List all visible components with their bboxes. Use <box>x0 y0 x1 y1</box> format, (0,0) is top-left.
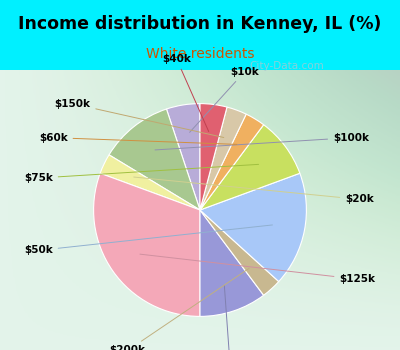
Text: $60k: $60k <box>39 133 237 145</box>
Text: $20k: $20k <box>134 177 374 204</box>
Text: $100k: $100k <box>155 133 369 150</box>
Wedge shape <box>200 107 246 210</box>
Text: $30k: $30k <box>216 286 244 350</box>
Wedge shape <box>200 173 306 281</box>
Wedge shape <box>100 155 200 210</box>
Wedge shape <box>166 104 200 210</box>
Wedge shape <box>200 210 264 316</box>
Text: City-Data.com: City-Data.com <box>250 61 325 71</box>
Wedge shape <box>200 114 264 210</box>
Wedge shape <box>200 210 279 295</box>
Text: $200k: $200k <box>110 268 249 350</box>
Text: $10k: $10k <box>190 67 259 132</box>
Wedge shape <box>200 104 227 210</box>
Text: $75k: $75k <box>24 164 259 183</box>
Text: $50k: $50k <box>24 225 272 256</box>
Wedge shape <box>109 109 200 210</box>
Text: White residents: White residents <box>146 47 254 61</box>
Text: Income distribution in Kenney, IL (%): Income distribution in Kenney, IL (%) <box>18 15 382 33</box>
Wedge shape <box>94 173 200 316</box>
Wedge shape <box>200 125 300 210</box>
Text: $150k: $150k <box>54 99 224 138</box>
Text: $40k: $40k <box>162 54 209 132</box>
Text: $125k: $125k <box>140 254 376 284</box>
